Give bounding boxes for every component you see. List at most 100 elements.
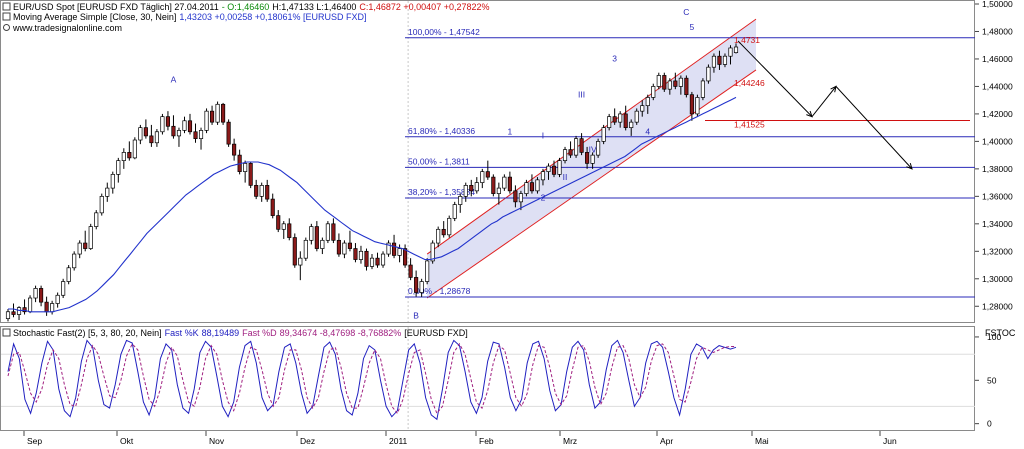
candle-body xyxy=(127,152,132,159)
candle-body xyxy=(116,160,121,175)
candle-body xyxy=(248,163,253,186)
candle-body xyxy=(640,105,645,112)
candle-body xyxy=(469,185,474,192)
right-axis-area xyxy=(975,0,1024,449)
candle-body xyxy=(364,250,369,267)
candle-body xyxy=(320,239,325,249)
candle-body xyxy=(28,297,33,313)
price-level-label: 1,44246 xyxy=(734,78,765,88)
candle-body xyxy=(210,110,215,123)
candle-body xyxy=(292,237,297,266)
forecast-arrowhead xyxy=(906,162,913,170)
candle-body xyxy=(452,204,457,219)
candle-body xyxy=(221,103,226,123)
y-tick-label: 1,36000 xyxy=(982,191,1013,201)
candle-body xyxy=(574,138,579,156)
candle-body xyxy=(243,163,248,172)
candle-body xyxy=(695,97,700,115)
candle-body xyxy=(711,55,716,68)
x-tick-label: Apr xyxy=(660,436,673,446)
wave-label: C xyxy=(683,7,689,17)
candle-body xyxy=(557,160,562,175)
y-tick-label: 1,46000 xyxy=(982,54,1013,64)
candle-body xyxy=(684,77,689,96)
y-tick-label: 1,42000 xyxy=(982,109,1013,119)
stoch-d-label: Fast %D xyxy=(242,328,277,338)
wave-label: III xyxy=(578,89,585,99)
candle-body xyxy=(618,113,623,123)
wave-label: II xyxy=(563,172,568,182)
svg-text:Moving Average Simple [Close,: Moving Average Simple [Close, 30, Nein] 1… xyxy=(13,12,367,22)
candle-body xyxy=(623,113,628,129)
close-icon[interactable] xyxy=(2,12,11,21)
close-icon[interactable] xyxy=(2,2,11,11)
candle-body xyxy=(342,242,347,255)
candle-body xyxy=(634,110,639,123)
candle-body xyxy=(722,55,728,65)
candle-body xyxy=(678,77,683,87)
candle-body xyxy=(171,125,176,137)
candle-body xyxy=(717,55,722,65)
wave-label: A xyxy=(171,74,177,84)
candle-body xyxy=(441,228,446,236)
candle-body xyxy=(132,139,137,159)
candlestick-series xyxy=(5,43,739,322)
candle-body xyxy=(546,165,551,172)
candle-body xyxy=(16,307,22,315)
candle-body xyxy=(5,311,11,319)
wave-label: 2 xyxy=(541,192,546,202)
candle-body xyxy=(529,182,534,192)
candle-body xyxy=(380,253,386,266)
candle-body xyxy=(667,80,672,90)
candle-body xyxy=(430,242,435,262)
candle-body xyxy=(706,66,711,82)
candle-body xyxy=(176,130,182,137)
candle-body xyxy=(369,257,375,267)
wave-label: IV xyxy=(589,144,597,154)
candle-body xyxy=(513,190,518,203)
fib-level-label: 61,80% - 1,40336 xyxy=(408,126,475,136)
stoch-label: Stochastic Fast(2) [5, 3, 80, 20, Nein] xyxy=(13,328,162,338)
channel-lower-line xyxy=(426,69,757,299)
fib-level-label: 50,00% - 1,3811 xyxy=(408,156,470,166)
candle-body xyxy=(551,165,557,175)
candle-body xyxy=(77,242,82,255)
candle-body xyxy=(254,185,259,197)
price-level-label: 1,4731 xyxy=(734,35,760,45)
candle-body xyxy=(629,121,634,129)
y-tick-label: 1,34000 xyxy=(982,219,1013,229)
candle-body xyxy=(408,264,413,278)
candle-body xyxy=(33,288,38,299)
close-icon[interactable] xyxy=(2,328,11,337)
stoch-d-line xyxy=(7,342,736,415)
candle-body xyxy=(386,242,391,255)
candle-body xyxy=(375,257,380,266)
y-tick-label: 1,44000 xyxy=(982,81,1013,91)
stochastic-panel[interactable] xyxy=(0,326,975,431)
candle-body xyxy=(94,212,99,227)
candle-body xyxy=(392,242,397,256)
candle-body xyxy=(204,110,209,131)
candle-body xyxy=(265,185,270,200)
wave-label: 4 xyxy=(645,127,650,137)
candle-body xyxy=(281,223,286,230)
candle-body xyxy=(419,281,424,293)
x-tick-label: 2011 xyxy=(389,436,408,446)
candle-body xyxy=(612,116,617,123)
y-tick-label: 1,32000 xyxy=(982,246,1013,256)
candle-body xyxy=(187,120,193,133)
candle-body xyxy=(55,294,60,304)
candle-body xyxy=(436,228,441,244)
price-level-label: 1,41525 xyxy=(734,119,765,129)
candle-body xyxy=(458,195,463,205)
candle-body xyxy=(397,248,402,256)
stoch-tick-label: 100 xyxy=(987,332,1001,342)
candle-body xyxy=(72,253,77,269)
candle-body xyxy=(309,226,314,241)
candle-body xyxy=(39,288,44,303)
moving-average-series xyxy=(8,96,737,313)
candle-body xyxy=(270,198,275,216)
candle-body xyxy=(568,149,573,156)
y-tick-label: 1,50000 xyxy=(982,0,1013,9)
candle-body xyxy=(149,135,154,144)
